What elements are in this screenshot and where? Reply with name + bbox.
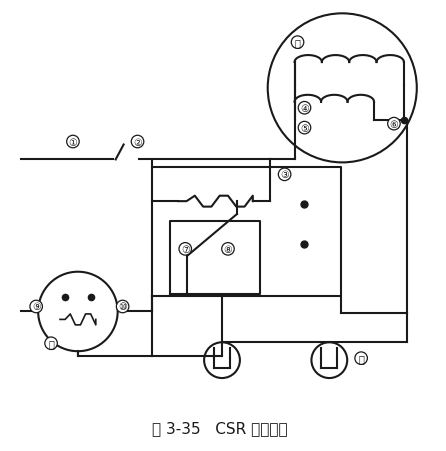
Text: ②: ② — [133, 137, 142, 147]
Text: ⑤: ⑤ — [300, 123, 309, 133]
Text: ④: ④ — [300, 104, 309, 114]
Text: 图 3-35   CSR 检查电路: 图 3-35 CSR 检查电路 — [152, 420, 288, 435]
Text: ⑫: ⑫ — [295, 38, 301, 48]
Text: ⑩: ⑩ — [118, 302, 127, 312]
Text: ⑦: ⑦ — [181, 244, 190, 254]
Text: ⑨: ⑨ — [32, 302, 41, 312]
Text: ⑬: ⑬ — [358, 354, 364, 364]
Text: ③: ③ — [280, 170, 289, 180]
Text: ⑧: ⑧ — [223, 244, 232, 254]
Text: ⑪: ⑪ — [48, 339, 54, 349]
Text: ①: ① — [69, 137, 77, 147]
Text: ⑥: ⑥ — [389, 120, 398, 129]
